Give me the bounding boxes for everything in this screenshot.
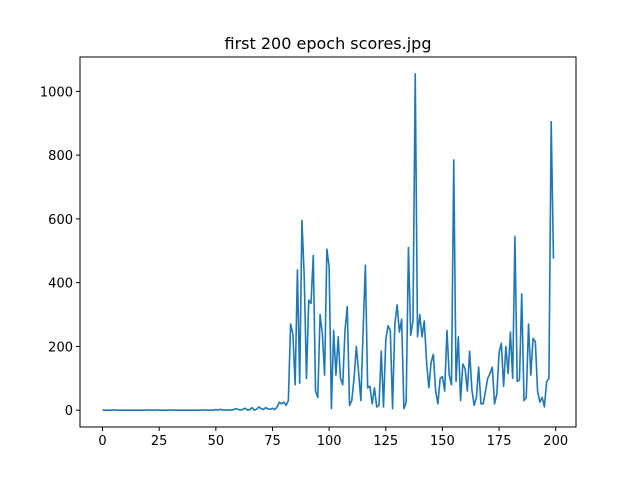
y-tick-label: 0 — [65, 404, 73, 419]
plot-frame — [79, 56, 577, 428]
y-tick-label: 1000 — [40, 85, 73, 100]
y-tick-label: 200 — [48, 340, 73, 355]
x-tick-label: 175 — [487, 434, 512, 449]
x-tick-label: 125 — [373, 434, 398, 449]
x-tick-label: 100 — [317, 434, 342, 449]
y-tick-label: 800 — [48, 149, 73, 164]
y-tick-label: 400 — [48, 277, 73, 292]
chart-title: first 200 epoch scores.jpg — [225, 34, 432, 53]
y-tick-label: 600 — [48, 213, 73, 228]
data-line — [102, 73, 555, 411]
x-tick-label: 0 — [98, 434, 106, 449]
x-tick-label: 50 — [208, 434, 225, 449]
x-tick-label: 75 — [264, 434, 281, 449]
x-tick-label: 25 — [151, 434, 168, 449]
x-tick-label: 200 — [543, 434, 568, 449]
x-tick-label: 150 — [430, 434, 455, 449]
